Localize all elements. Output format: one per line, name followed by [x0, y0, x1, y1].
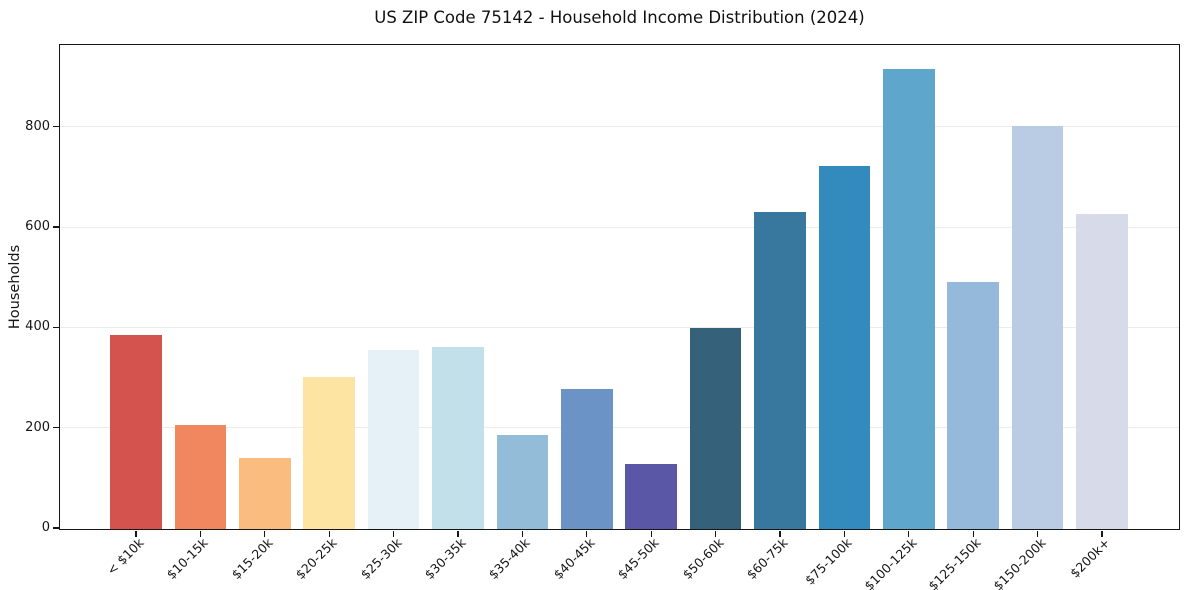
bar	[110, 334, 162, 529]
bar	[1076, 214, 1128, 529]
y-tick-mark	[52, 527, 59, 529]
y-tick-label: 200	[25, 419, 50, 435]
x-tick-mark	[264, 530, 266, 537]
x-tick-mark	[908, 530, 910, 537]
gridline	[60, 427, 1179, 429]
bar	[561, 389, 613, 529]
y-axis-label: Households	[7, 244, 23, 330]
bar	[754, 212, 806, 529]
x-tick-mark	[457, 530, 459, 537]
plot-area: 0 200 400 600 800 < $10k $10-15k $15-20k $20-25k…	[25, 44, 1180, 590]
y-tick-label: 400	[25, 319, 50, 335]
y-tick-mark	[52, 126, 59, 128]
bar	[947, 282, 999, 529]
x-tick-mark	[1036, 530, 1039, 537]
bar	[174, 425, 227, 529]
x-tick-mark	[392, 530, 395, 537]
x-tick-mark	[328, 530, 330, 537]
y-tick-mark	[52, 326, 59, 329]
bar	[689, 328, 742, 529]
bar	[818, 165, 871, 529]
bar	[496, 435, 549, 529]
y-tick-mark	[52, 426, 59, 429]
gridline	[60, 126, 1179, 128]
bar	[625, 464, 677, 529]
x-tick-mark	[972, 530, 974, 537]
y-tick-label: 0	[41, 520, 50, 535]
x-tick-mark	[714, 530, 717, 537]
y-tick-label: 600	[25, 219, 50, 235]
x-tick-label: < $10k	[103, 535, 147, 578]
x-tick-mark	[1101, 530, 1103, 537]
bar	[303, 376, 355, 529]
bar	[432, 347, 484, 529]
bar	[239, 458, 291, 529]
gridline	[60, 226, 1179, 228]
x-tick-mark	[521, 530, 524, 537]
gridline	[60, 326, 1179, 328]
y-tick-mark	[52, 226, 59, 228]
bar	[883, 69, 935, 529]
x-tick-mark	[843, 530, 846, 537]
bar	[367, 350, 420, 529]
chart-title: US ZIP Code 75142 - Household Income Dis…	[374, 8, 865, 27]
y-tick-label: 800	[25, 118, 50, 134]
x-tick-mark	[199, 530, 202, 537]
bar	[1011, 126, 1064, 529]
x-tick-mark	[650, 530, 652, 537]
x-tick-mark	[586, 530, 588, 537]
x-tick-mark	[135, 530, 137, 537]
x-tick-mark	[779, 530, 781, 537]
